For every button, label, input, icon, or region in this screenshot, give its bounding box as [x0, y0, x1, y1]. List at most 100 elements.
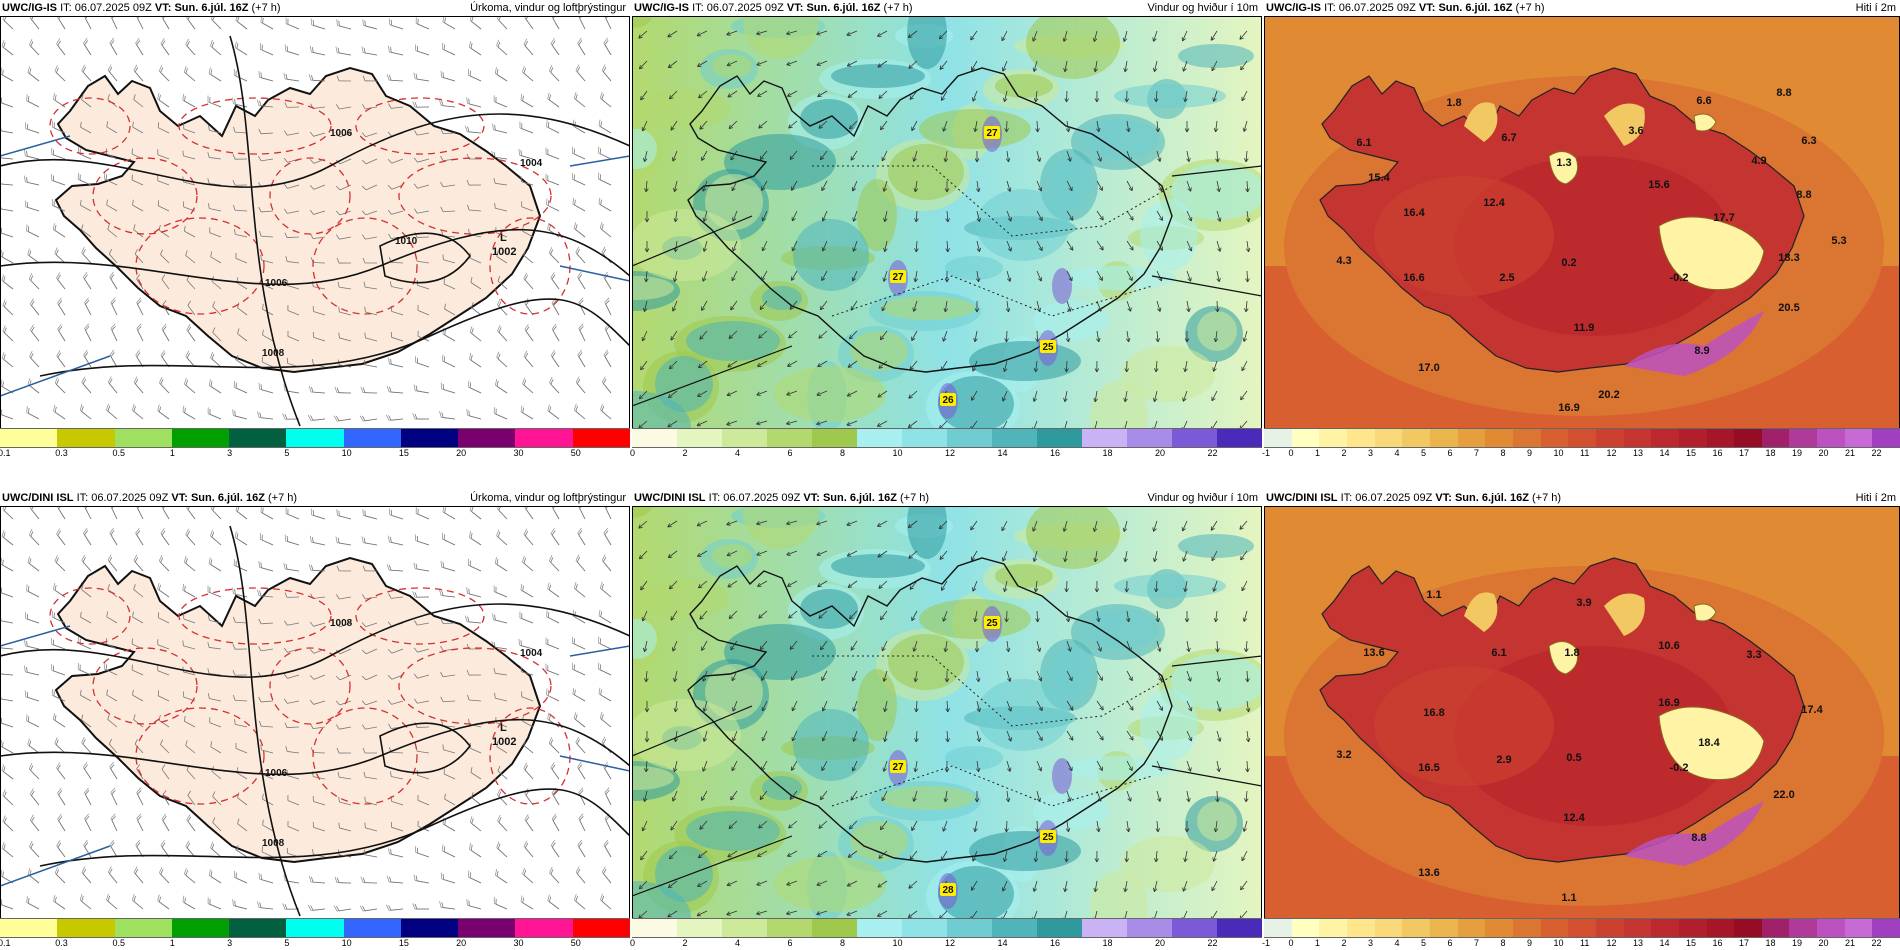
- precip-colorbar: [0, 918, 630, 938]
- colorbar-tick: 18: [1102, 448, 1113, 458]
- colorbar-tick: 6: [787, 448, 793, 458]
- colorbar-segment: [400, 919, 459, 937]
- temperature-label: 6.3: [1801, 135, 1816, 147]
- colorbar-segment: [515, 429, 573, 447]
- colorbar-tick: -1: [1262, 938, 1271, 948]
- gust-label: 27: [986, 128, 998, 139]
- gust-label: 25: [1042, 832, 1054, 843]
- colorbar-segment: [1346, 919, 1375, 937]
- temperature-label: 3.6: [1628, 125, 1643, 137]
- colorbar-tick: 4: [735, 448, 741, 458]
- colorbar-segment: [632, 429, 677, 447]
- lead-time: (+7 h): [267, 492, 298, 504]
- colorbar-segment: [1291, 919, 1320, 937]
- panel-header: UWC/IG-IS IT: 06.07.2025 09Z VT: Sun. 6.…: [0, 0, 630, 16]
- colorbar-tick: 13: [1633, 448, 1644, 458]
- colorbar-segment: [677, 919, 722, 937]
- colorbar-segment: [343, 429, 401, 447]
- it-value: 06.07.2025 09Z: [1338, 2, 1416, 14]
- colorbar-tick: 50: [570, 938, 581, 948]
- colorbar-tick: 18: [1765, 448, 1776, 458]
- colorbar-segment: [812, 429, 857, 447]
- temperature-label: 4.3: [1336, 255, 1351, 267]
- colorbar-tick: 20: [456, 448, 467, 458]
- iceland-outline: [687, 557, 1173, 863]
- temperature-label: 15.6: [1648, 179, 1669, 191]
- colorbar-segment: [1264, 919, 1292, 937]
- colorbar-tick: 20: [1818, 938, 1829, 948]
- colorbar-tick: 19: [1792, 938, 1803, 948]
- temperature-label: 12.4: [1483, 197, 1505, 209]
- colorbar-tick: 22: [1207, 448, 1218, 458]
- gust-label-box: [890, 760, 906, 773]
- colorbar-tick: 4: [1394, 448, 1400, 458]
- colorbar-tick: 5: [284, 448, 290, 458]
- colorbar-segment: [767, 919, 812, 937]
- colorbar-segment: [400, 429, 459, 447]
- colorbar-tick: 0.1: [0, 448, 11, 458]
- colorbar-segment: [1872, 429, 1900, 447]
- colorbar-segment: [1346, 429, 1375, 447]
- colorbar-tick: 21: [1845, 448, 1856, 458]
- colorbar-segment: [286, 429, 344, 447]
- temperature-label: 18.4: [1698, 737, 1720, 749]
- lead-time: (+7 h): [251, 2, 281, 14]
- vt-label: VT:: [171, 492, 188, 504]
- colorbar-tick: 9: [1527, 938, 1533, 948]
- colorbar-segment: [1817, 429, 1845, 447]
- colorbar-segment: [1734, 919, 1762, 937]
- colorbar-tick: 4: [735, 938, 741, 948]
- colorbar-tick: -1: [1262, 448, 1271, 458]
- colorbar-tick: 15: [1686, 448, 1697, 458]
- colorbar-segment: [632, 919, 677, 937]
- colorbar-tick: 5: [1421, 938, 1427, 948]
- wind-map: 27 27 25 26: [632, 16, 1262, 430]
- colorbar-segment: [1789, 429, 1818, 447]
- colorbar-segment: [722, 919, 767, 937]
- colorbar-segment: [947, 429, 992, 447]
- it-label: IT:: [76, 492, 89, 504]
- panel-precip-dini: UWC/DINI ISL IT: 06.07.2025 09Z VT: Sun.…: [0, 490, 630, 950]
- temperature-label: 18.3: [1778, 252, 1799, 264]
- colorbar-tick: 8: [840, 938, 846, 948]
- it-value: 06.07.2025 09Z: [91, 492, 169, 504]
- colorbar-tick: 16: [1050, 448, 1061, 458]
- colorbar-tick: 16: [1712, 938, 1723, 948]
- colorbar-segment: [1512, 429, 1541, 447]
- colorbar-tick: 0.5: [112, 448, 126, 458]
- temperature-label: 17.0: [1418, 362, 1439, 374]
- colorbar-tick: 10: [1553, 938, 1564, 948]
- colorbar-segment: [812, 919, 857, 937]
- colorbar-tick: 18: [1102, 938, 1113, 948]
- colorbar-tick: 12: [1606, 448, 1617, 458]
- panel-title: Úrkoma, vindur og loftþrýstingur: [470, 2, 626, 14]
- colorbar-tick: 15: [398, 938, 409, 948]
- colorbar-tick: 17: [1739, 448, 1750, 458]
- colorbar-segment: [1761, 919, 1790, 937]
- colorbar-segment: [1844, 429, 1873, 447]
- colorbar-segment: [722, 429, 767, 447]
- colorbar-segment: [1623, 919, 1652, 937]
- colorbar-segment: [1678, 429, 1707, 447]
- temp-map: 1.1 3.9 13.6 6.1 1.8 10.6 3.3 16.8 16.9 17.4 3.2 16…: [1264, 506, 1900, 920]
- colorbar-segment: [857, 919, 902, 937]
- colorbar-tick: 30: [513, 448, 524, 458]
- wind-map: 25 27 25 28: [632, 506, 1262, 920]
- colorbar-tick: 1: [1315, 938, 1321, 948]
- panel-header: UWC/IG-IS IT: 06.07.2025 09Z VT: Sun. 6.…: [632, 0, 1262, 16]
- vt-label: VT:: [154, 2, 172, 14]
- model-name: UWC/DINI ISL: [634, 492, 706, 504]
- isobar-label: 1010: [395, 236, 418, 247]
- colorbar-tick: 6: [1447, 448, 1453, 458]
- temperature-label: 3.9: [1576, 597, 1591, 609]
- colorbar-tick: 0: [1288, 448, 1294, 458]
- precip-colorbar-ticks: 0.1 0.3 0.5 1 3 5 10 15 20 30 50: [0, 448, 630, 460]
- gust-label-box: [984, 126, 1000, 139]
- gust-label-box: [940, 393, 956, 406]
- temperature-label: 11.9: [1574, 322, 1595, 334]
- temperature-label: 1.1: [1561, 892, 1576, 904]
- isobar-label: 1006: [265, 278, 288, 289]
- temperature-label: 5.3: [1831, 235, 1846, 247]
- colorbar-segment: [1402, 919, 1430, 937]
- it-value: 06.07.2025 09Z: [723, 492, 801, 504]
